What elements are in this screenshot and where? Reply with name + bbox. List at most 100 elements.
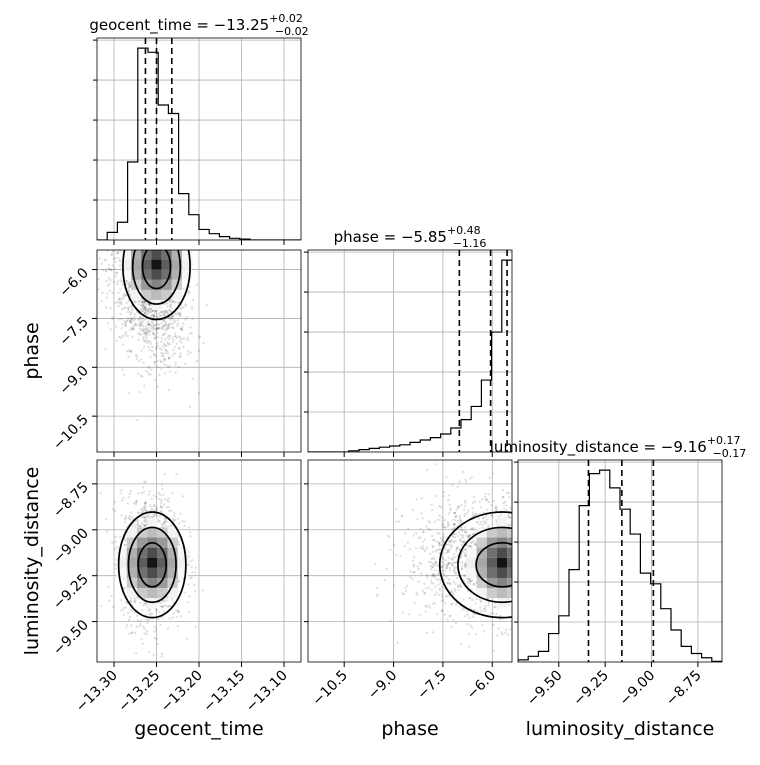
sample-point	[161, 319, 165, 323]
sample-point	[446, 522, 450, 526]
sample-point	[144, 504, 147, 508]
sample-point	[141, 300, 144, 304]
sample-point	[148, 323, 151, 327]
sample-point	[429, 579, 433, 582]
sample-point	[143, 312, 146, 315]
sample-point	[138, 524, 141, 528]
sample-point	[134, 353, 138, 357]
sample-point	[542, 518, 544, 520]
density-cell	[151, 279, 162, 290]
sample-point	[449, 590, 452, 594]
sample-point	[146, 371, 150, 374]
sample-point	[498, 618, 502, 621]
sample-point	[115, 217, 117, 219]
sample-point	[147, 323, 150, 327]
sample-point	[142, 523, 145, 526]
sample-point	[122, 294, 125, 297]
sample-point	[174, 334, 177, 338]
sample-point	[536, 612, 538, 614]
sample-point	[529, 522, 531, 524]
sample-point	[166, 311, 169, 314]
sample-point	[450, 589, 453, 592]
sample-point	[154, 347, 158, 351]
sample-point	[464, 504, 467, 508]
sample-point	[176, 322, 179, 325]
sample-point	[121, 322, 124, 326]
sample-point	[138, 324, 141, 328]
sample-point	[556, 556, 558, 558]
sample-point	[532, 588, 534, 590]
sample-point	[164, 320, 167, 323]
sample-point	[131, 328, 135, 331]
sample-point	[137, 234, 139, 236]
sample-point	[484, 498, 487, 501]
sample-point	[92, 247, 94, 249]
density-cell	[486, 588, 498, 599]
sample-point	[396, 641, 399, 644]
sample-point	[425, 547, 429, 550]
density-cell	[167, 567, 178, 578]
sample-point	[150, 247, 152, 249]
density-cell	[161, 259, 172, 270]
sample-point	[455, 577, 459, 580]
sample-point	[142, 303, 145, 306]
sample-point	[166, 326, 170, 330]
sample-point	[147, 245, 149, 247]
sample-point	[521, 502, 523, 504]
sample-point	[539, 584, 541, 586]
sample-point	[446, 581, 449, 584]
sample-point	[104, 348, 107, 351]
density-cell	[167, 557, 178, 568]
sample-point	[119, 336, 123, 339]
sample-point	[531, 601, 533, 603]
sample-point	[161, 493, 165, 496]
sample-point	[123, 334, 126, 337]
sample-point	[449, 558, 453, 561]
sample-point	[145, 633, 149, 636]
contour-level-3	[117, 511, 187, 619]
sample-point	[504, 628, 508, 631]
sample-point	[473, 542, 476, 545]
sample-point	[153, 315, 156, 318]
sample-point	[175, 472, 178, 476]
sample-point	[119, 492, 122, 495]
sample-point	[121, 496, 125, 500]
sample-point	[513, 578, 515, 580]
sample-point	[443, 526, 446, 529]
sample-point	[464, 501, 467, 504]
sample-point	[164, 318, 167, 321]
sample-point	[155, 608, 159, 611]
density-cell	[507, 588, 512, 599]
sample-point	[448, 566, 452, 570]
sample-point	[530, 555, 532, 557]
sample-point	[531, 538, 533, 540]
sample-point	[395, 508, 398, 511]
density-cell	[171, 250, 182, 260]
sample-point	[171, 598, 174, 602]
sample-point	[134, 241, 136, 243]
density-cell	[161, 279, 172, 290]
sample-point	[167, 322, 171, 326]
sample-point	[467, 616, 471, 620]
sample-point	[124, 517, 127, 521]
sample-point	[139, 308, 143, 311]
sample-point	[148, 240, 150, 242]
sample-point	[469, 624, 472, 627]
sample-point	[162, 311, 165, 315]
sample-point	[415, 498, 418, 501]
sample-point	[417, 580, 420, 584]
sample-point	[436, 578, 439, 582]
sample-point	[465, 582, 468, 585]
sample-point	[463, 552, 467, 555]
sample-point	[161, 605, 165, 608]
sample-point	[152, 314, 155, 318]
sample-point	[476, 520, 480, 524]
sample-point	[459, 518, 462, 522]
sample-point	[453, 589, 457, 592]
sample-point	[149, 303, 152, 306]
sample-point	[174, 335, 177, 338]
sample-point	[146, 309, 149, 312]
sample-point	[153, 337, 156, 340]
sample-point	[500, 631, 503, 634]
sample-point	[479, 521, 483, 524]
